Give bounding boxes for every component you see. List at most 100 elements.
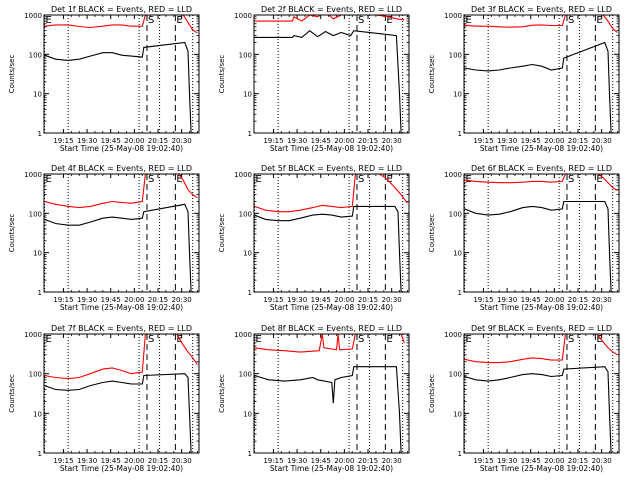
plot-title: Det 7f BLACK = Events, RED = LLD xyxy=(51,324,192,333)
plot-frame xyxy=(253,173,410,293)
y-tick-label: 1000 xyxy=(234,171,252,179)
x-axis-label: Start Time (25-May-08 19:02:40) xyxy=(480,144,603,153)
events-series-line xyxy=(44,203,195,292)
y-tick-label: 10 xyxy=(33,91,42,99)
y-tick-label: 1000 xyxy=(444,331,462,339)
x-tick-label: 20:15 xyxy=(358,296,378,304)
marker-label: E xyxy=(466,15,472,26)
lld-series-line xyxy=(44,334,198,380)
marker-label: S xyxy=(358,15,364,26)
lld-series-line xyxy=(464,174,618,191)
plot-panel: Det 3f BLACK = Events, RED = LLD Counts/s… xyxy=(428,5,620,153)
x-tick-label: 20:00 xyxy=(124,457,144,465)
y-tick-label: 100 xyxy=(29,51,42,59)
x-tick-label: 19:45 xyxy=(521,137,541,145)
x-axis-label: Start Time (25-May-08 19:02:40) xyxy=(480,303,603,312)
plot-panel: Det 8f BLACK = Events, RED = LLD Counts/s… xyxy=(218,324,410,473)
y-axis-label: Counts/sec xyxy=(218,55,226,94)
x-tick-label: 20:00 xyxy=(544,137,564,145)
marker-label: E xyxy=(176,174,182,185)
y-tick-label: 10 xyxy=(243,91,252,99)
plot-title: Det 6f BLACK = Events, RED = LLD xyxy=(471,164,612,173)
marker-label: E xyxy=(256,334,262,345)
x-tick-label: 19:30 xyxy=(77,457,97,465)
x-tick-label: 19:15 xyxy=(263,296,283,304)
plot-panel: Det 6f BLACK = Events, RED = LLD Counts/s… xyxy=(428,164,620,312)
y-tick-label: 1 xyxy=(38,130,42,138)
events-series-line xyxy=(254,366,405,453)
x-tick-label: 20:15 xyxy=(148,296,168,304)
lld-series-line xyxy=(44,15,198,34)
x-tick-label: 20:00 xyxy=(124,296,144,304)
marker-label: S xyxy=(148,15,154,26)
x-tick-label: 20:00 xyxy=(544,296,564,304)
marker-label: S xyxy=(358,334,364,345)
y-tick-label: 1 xyxy=(248,450,252,458)
y-tick-label: 1 xyxy=(38,450,42,458)
x-tick-label: 19:45 xyxy=(521,457,541,465)
y-tick-label: 1000 xyxy=(24,171,42,179)
x-tick-label: 20:30 xyxy=(382,137,402,145)
y-axis-label: Counts/sec xyxy=(428,214,436,253)
x-tick-label: 20:15 xyxy=(568,137,588,145)
y-tick-label: 100 xyxy=(239,371,252,379)
plot-title: Det 3f BLACK = Events, RED = LLD xyxy=(471,5,612,14)
plot-panel: Det 2f BLACK = Events, RED = LLD Counts/s… xyxy=(218,5,410,153)
lld-series-line xyxy=(254,334,405,353)
y-axis-label: Counts/sec xyxy=(8,214,16,253)
marker-label: E xyxy=(256,174,262,185)
marker-label: E xyxy=(466,334,472,345)
x-tick-label: 19:15 xyxy=(473,137,493,145)
events-series-line xyxy=(44,41,195,133)
x-tick-label: 19:30 xyxy=(77,137,97,145)
y-tick-label: 100 xyxy=(239,51,252,59)
plot-frame xyxy=(463,333,620,454)
y-tick-label: 10 xyxy=(33,250,42,258)
x-tick-label: 19:15 xyxy=(53,137,73,145)
plot-frame xyxy=(463,14,620,134)
plot-panel: Det 9f BLACK = Events, RED = LLD Counts/s… xyxy=(428,324,620,473)
marker-label: E xyxy=(386,174,392,185)
y-tick-label: 10 xyxy=(243,410,252,418)
x-tick-label: 19:15 xyxy=(53,296,73,304)
y-tick-label: 1000 xyxy=(234,331,252,339)
x-tick-label: 19:30 xyxy=(497,457,517,465)
marker-label: E xyxy=(386,334,392,345)
y-tick-label: 1000 xyxy=(234,12,252,20)
y-tick-label: 1 xyxy=(248,130,252,138)
events-series-line xyxy=(464,41,615,133)
plot-frame xyxy=(253,333,410,454)
x-tick-label: 19:30 xyxy=(287,137,307,145)
y-tick-label: 1 xyxy=(38,289,42,297)
x-tick-label: 19:15 xyxy=(263,137,283,145)
y-tick-label: 1000 xyxy=(24,12,42,20)
plot-title: Det 4f BLACK = Events, RED = LLD xyxy=(51,164,192,173)
y-tick-label: 1000 xyxy=(444,12,462,20)
x-tick-label: 20:15 xyxy=(358,457,378,465)
x-tick-label: 20:00 xyxy=(334,296,354,304)
y-axis-label: Counts/sec xyxy=(218,374,226,413)
x-tick-label: 19:45 xyxy=(311,296,331,304)
x-tick-label: 20:30 xyxy=(592,137,612,145)
x-tick-label: 19:15 xyxy=(473,296,493,304)
x-tick-label: 19:30 xyxy=(287,296,307,304)
events-series-line xyxy=(44,373,195,453)
plot-panel: Det 1f BLACK = Events, RED = LLD Counts/s… xyxy=(8,5,200,153)
marker-label: S xyxy=(358,174,364,185)
lld-series-line xyxy=(44,174,198,209)
x-axis-label: Start Time (25-May-08 19:02:40) xyxy=(480,464,603,473)
y-tick-label: 100 xyxy=(449,371,462,379)
x-axis-label: Start Time (25-May-08 19:02:40) xyxy=(270,144,393,153)
y-tick-label: 100 xyxy=(29,371,42,379)
x-tick-label: 19:45 xyxy=(311,457,331,465)
x-tick-label: 19:30 xyxy=(77,296,97,304)
marker-label: E xyxy=(386,15,392,26)
plot-title: Det 2f BLACK = Events, RED = LLD xyxy=(261,5,402,14)
y-axis-label: Counts/sec xyxy=(428,55,436,94)
x-tick-label: 20:30 xyxy=(382,296,402,304)
events-series-line xyxy=(464,200,615,292)
x-tick-label: 19:15 xyxy=(53,457,73,465)
y-tick-label: 1 xyxy=(248,289,252,297)
x-tick-label: 20:15 xyxy=(148,457,168,465)
x-tick-label: 20:30 xyxy=(172,457,192,465)
